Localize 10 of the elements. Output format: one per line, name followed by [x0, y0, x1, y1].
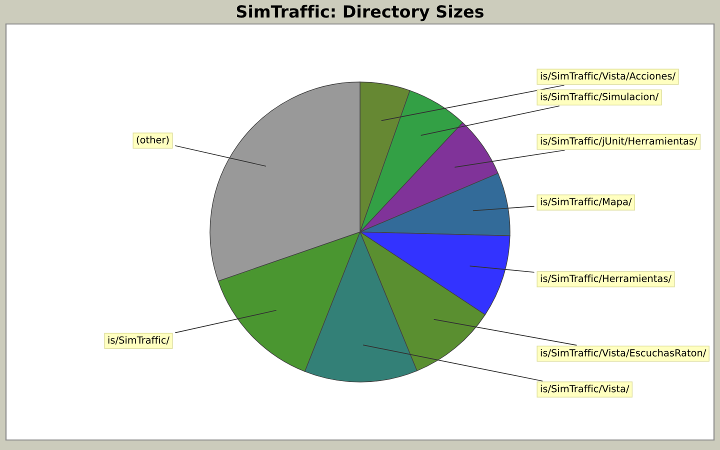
slice-label: is/SimTraffic/Simulacion/: [540, 92, 659, 102]
slice-label: is/SimTraffic/Mapa/: [540, 198, 632, 208]
slice-label: is/SimTraffic/: [108, 336, 170, 344]
slice-label: is/SimTraffic/Vista/EscuchasRaton/: [540, 348, 706, 358]
slice-label: (other): [136, 136, 169, 145]
slice-label: is/SimTraffic/jUnit/Herramientas/: [540, 137, 698, 147]
slice-label: is/SimTraffic/Vista/: [540, 384, 630, 394]
chart-title: SimTraffic: Directory Sizes: [236, 4, 484, 22]
slice-label: is/SimTraffic/Vista/Acciones/: [540, 72, 676, 80]
slice-label: is/SimTraffic/Herramientas/: [540, 274, 672, 283]
